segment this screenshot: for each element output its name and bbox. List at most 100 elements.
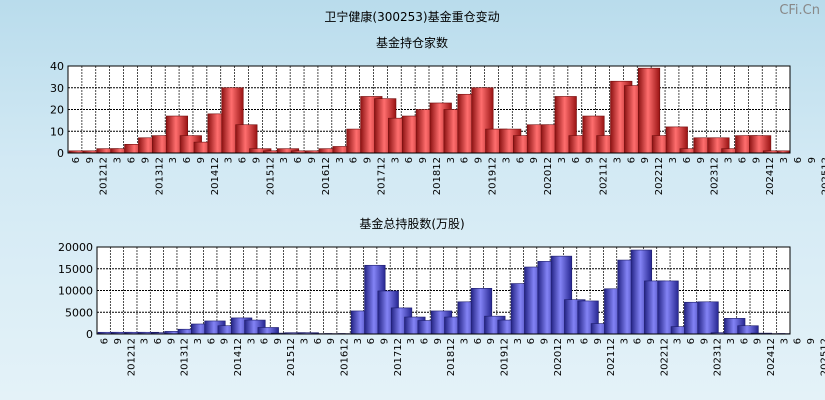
x-tick-label: 202112: [606, 338, 617, 376]
x-tick-label: 6: [404, 157, 415, 163]
chart-title: 卫宁健康(300253)基金重仓变动: [324, 9, 499, 24]
x-tick-label: 9: [433, 338, 444, 344]
x-tick-label: 6: [473, 338, 484, 344]
x-tick-label: 6: [206, 338, 217, 344]
x-tick-label: 6: [793, 157, 804, 163]
x-tick-label: 202212: [659, 338, 670, 376]
x-tick-label: 6: [626, 157, 637, 163]
x-tick-label: 6: [420, 338, 431, 344]
x-tick-label: 9: [807, 157, 818, 163]
x-tick-label: 202512: [821, 157, 825, 195]
x-tick-label: 9: [751, 157, 762, 163]
x-tick-label: 202012: [543, 157, 554, 195]
x-tick-label: 202412: [766, 338, 777, 376]
watermark: CFi.Cn: [779, 3, 820, 18]
x-tick-label: 3: [459, 338, 470, 344]
x-tick-label: 201312: [154, 157, 165, 195]
x-tick-label: 201812: [432, 157, 443, 195]
x-tick-label: 6: [260, 338, 271, 344]
bar: [749, 135, 772, 154]
y-tick-label: 10: [50, 125, 64, 138]
x-tick-label: 6: [182, 157, 193, 163]
x-tick-label: 201412: [210, 157, 221, 195]
x-tick-label: 202212: [654, 157, 665, 195]
x-tick-label: 9: [251, 157, 262, 163]
x-tick-label: 9: [140, 157, 151, 163]
x-tick-label: 202112: [599, 157, 610, 195]
x-tick-label: 9: [196, 157, 207, 163]
x-tick-label: 201912: [499, 338, 510, 376]
x-tick-label: 3: [390, 157, 401, 163]
x-tick-label: 201512: [286, 338, 297, 376]
x-tick-label: 3: [612, 157, 623, 163]
x-tick-label: 9: [273, 338, 284, 344]
y-tick-label: 5000: [65, 306, 93, 319]
bar: [737, 325, 759, 335]
x-tick-label: 202512: [819, 338, 825, 376]
x-tick-label: 202012: [553, 338, 564, 376]
x-tick-label: 3: [113, 157, 124, 163]
x-tick-label: 6: [686, 338, 697, 344]
x-tick-label: 9: [307, 157, 318, 163]
x-tick-label: 201912: [487, 157, 498, 195]
x-tick-label: 3: [726, 338, 737, 344]
y-tick-label: 40: [50, 60, 64, 73]
x-tick-label: 3: [224, 157, 235, 163]
x-tick-label: 9: [640, 157, 651, 163]
x-tick-label: 201712: [393, 338, 404, 376]
x-tick-label: 3: [724, 157, 735, 163]
bar: [657, 280, 679, 335]
x-tick-label: 6: [238, 157, 249, 163]
x-tick-label: 6: [366, 338, 377, 344]
x-tick-label: 3: [246, 338, 257, 344]
x-tick-label: 9: [486, 338, 497, 344]
x-tick-label: 9: [474, 157, 485, 163]
x-tick-label: 9: [85, 157, 96, 163]
x-tick-label: 3: [501, 157, 512, 163]
y-tick-label: 15000: [58, 263, 93, 276]
x-tick-label: 3: [513, 338, 524, 344]
x-tick-label: 6: [579, 338, 590, 344]
x-tick-label: 3: [557, 157, 568, 163]
x-tick-label: 3: [168, 157, 179, 163]
x-tick-label: 3: [566, 338, 577, 344]
x-tick-label: 3: [353, 338, 364, 344]
x-tick-label: 9: [806, 338, 817, 344]
x-tick-label: 3: [193, 338, 204, 344]
y-tick-label: 0: [86, 328, 93, 341]
x-tick-label: 9: [753, 338, 764, 344]
x-tick-label: 201212: [99, 157, 110, 195]
x-tick-label: 201512: [265, 157, 276, 195]
x-tick-label: 3: [619, 338, 630, 344]
plot-border: [67, 65, 791, 154]
x-tick-label: 202312: [710, 157, 721, 195]
x-tick-label: 3: [279, 157, 290, 163]
x-tick-label: 201312: [180, 338, 191, 376]
x-tick-label: 6: [153, 338, 164, 344]
plot-border: [96, 246, 791, 335]
x-tick-label: 9: [696, 157, 707, 163]
x-tick-label: 9: [539, 338, 550, 344]
x-tick-label: 3: [140, 338, 151, 344]
chart-1-title: 基金持仓家数: [376, 35, 448, 50]
x-tick-label: 9: [593, 338, 604, 344]
x-tick-label: 201612: [321, 157, 332, 195]
x-tick-label: 6: [515, 157, 526, 163]
chart-2-title: 基金总持股数(万股): [359, 216, 464, 231]
x-tick-label: 6: [71, 157, 82, 163]
x-tick-label: 3: [406, 338, 417, 344]
x-tick-label: 201712: [376, 157, 387, 195]
y-tick-label: 10000: [58, 285, 93, 298]
x-tick-label: 9: [585, 157, 596, 163]
x-tick-label: 202412: [765, 157, 776, 195]
x-tick-label: 9: [699, 338, 710, 344]
x-tick-label: 9: [166, 338, 177, 344]
x-tick-label: 9: [380, 338, 391, 344]
x-tick-label: 3: [779, 338, 790, 344]
x-tick-label: 3: [668, 157, 679, 163]
x-tick-label: 9: [363, 157, 374, 163]
x-tick-label: 201612: [340, 338, 351, 376]
